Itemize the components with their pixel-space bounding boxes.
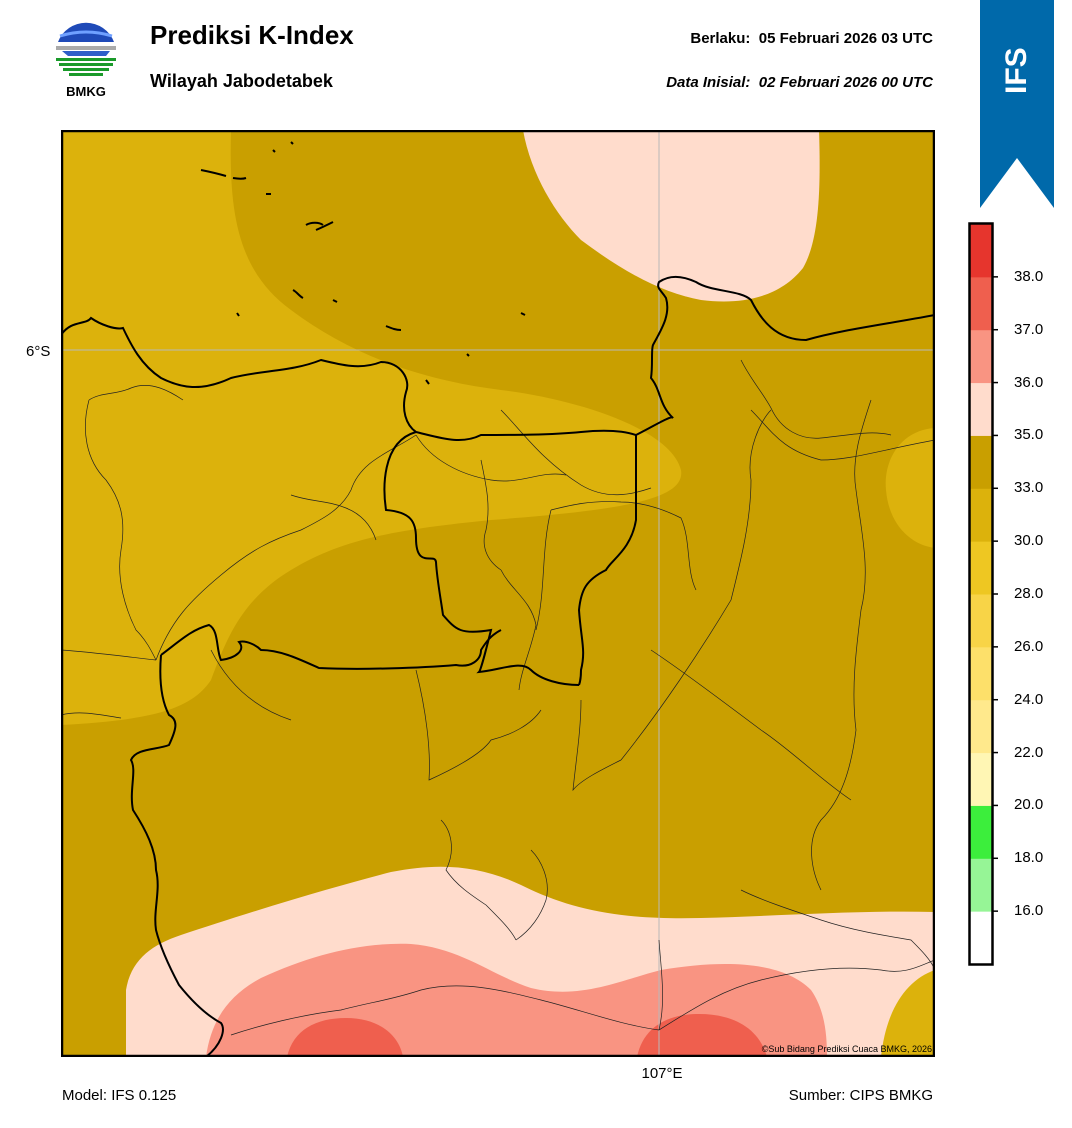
colorbar-bin	[970, 858, 992, 912]
colorbar-tick-label: 20.0	[1014, 796, 1044, 814]
model-ribbon-label: IFS	[1000, 47, 1033, 95]
colorbar-tick-label: 26.0	[1014, 637, 1044, 655]
islands	[200, 141, 526, 385]
colorbar-tick-label: 22.0	[1014, 743, 1044, 761]
regency-boundaries	[61, 359, 935, 1036]
colorbar-bin	[970, 699, 992, 754]
colorbar-bin	[970, 276, 992, 331]
init-time: Data Inisial: 02 Februari 2026 00 UTC	[666, 74, 933, 91]
field-37-38-core-east	[637, 1014, 767, 1057]
kindex-map	[61, 130, 935, 1057]
latitude-label: 6°S	[26, 343, 51, 360]
colorbar-tick-label: 37.0	[1014, 320, 1044, 338]
colorbar-bin	[970, 224, 992, 278]
bmkg-logo: BMKG	[50, 18, 122, 102]
field-30-33-east	[885, 428, 935, 548]
colorbar-bin	[970, 329, 992, 384]
colorbar-bin	[970, 594, 992, 648]
init-label: Data Inisial:	[666, 74, 751, 91]
longitude-label: 107°E	[641, 1065, 683, 1082]
colorbar-tick-label: 18.0	[1014, 849, 1044, 867]
colorbar-bin	[970, 382, 992, 436]
province-borders	[61, 275, 935, 1057]
colorbar-tick-label: 16.0	[1014, 902, 1044, 920]
field-35-36-north	[523, 130, 820, 302]
source-label: Sumber: CIPS BMKG	[788, 1087, 933, 1104]
colorbar-bin	[970, 488, 992, 542]
model-label: Model: IFS 0.125	[62, 1087, 177, 1104]
bmkg-emblem-icon	[56, 20, 116, 80]
page-title: Prediksi K-Index	[150, 20, 354, 50]
page-subtitle: Wilayah Jabodetabek	[150, 71, 333, 91]
valid-label: Berlaku:	[690, 30, 751, 47]
colorbar-tick-label: 38.0	[1014, 267, 1044, 285]
colorbar-bin	[970, 435, 992, 489]
logo-text: BMKG	[66, 84, 106, 99]
colorbar-tick-label: 24.0	[1014, 690, 1044, 708]
valid-value: 05 Februari 2026 03 UTC	[758, 30, 933, 47]
colorbar-tick-label: 36.0	[1014, 373, 1044, 391]
colorbar-bin	[970, 911, 992, 965]
model-ribbon	[980, 0, 1054, 208]
colorbar-bin	[970, 646, 992, 701]
colorbar-bin	[970, 541, 992, 595]
valid-time: Berlaku: 05 Februari 2026 03 UTC	[690, 30, 933, 47]
field-30-33-west	[61, 130, 682, 725]
map-credit: ©Sub Bidang Prediksi Cuaca BMKG, 2026	[761, 1044, 932, 1054]
field-37-38-core-west	[287, 1018, 403, 1057]
init-value: 02 Februari 2026 00 UTC	[758, 74, 933, 91]
field-30-33-southeast	[881, 970, 935, 1057]
colorbar-tick-label: 35.0	[1014, 426, 1044, 444]
colorbar-tick-label: 33.0	[1014, 479, 1044, 497]
colorbar-bin	[970, 805, 992, 859]
colorbar-tick-label: 28.0	[1014, 585, 1044, 602]
colorbar	[968, 222, 998, 966]
map-frame	[61, 130, 935, 1057]
colorbar-bin	[970, 752, 992, 806]
colorbar-tick-label: 30.0	[1014, 532, 1044, 550]
